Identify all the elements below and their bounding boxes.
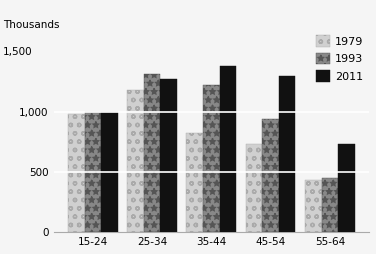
Bar [279,76,296,232]
Bar [321,178,338,232]
Bar [85,112,101,232]
Bar [127,90,144,232]
Bar [186,133,203,232]
Bar [220,66,236,232]
Bar [305,180,321,232]
Bar [338,144,355,232]
Bar [246,144,262,232]
Bar [160,79,177,232]
Bar [262,119,279,232]
Bar [203,85,220,232]
Bar [68,114,85,232]
Text: Thousands: Thousands [3,20,59,30]
Bar [101,112,118,232]
Text: 1,500: 1,500 [3,47,33,57]
Legend: 1979, 1993, 2011: 1979, 1993, 2011 [316,35,364,82]
Bar [144,74,160,232]
